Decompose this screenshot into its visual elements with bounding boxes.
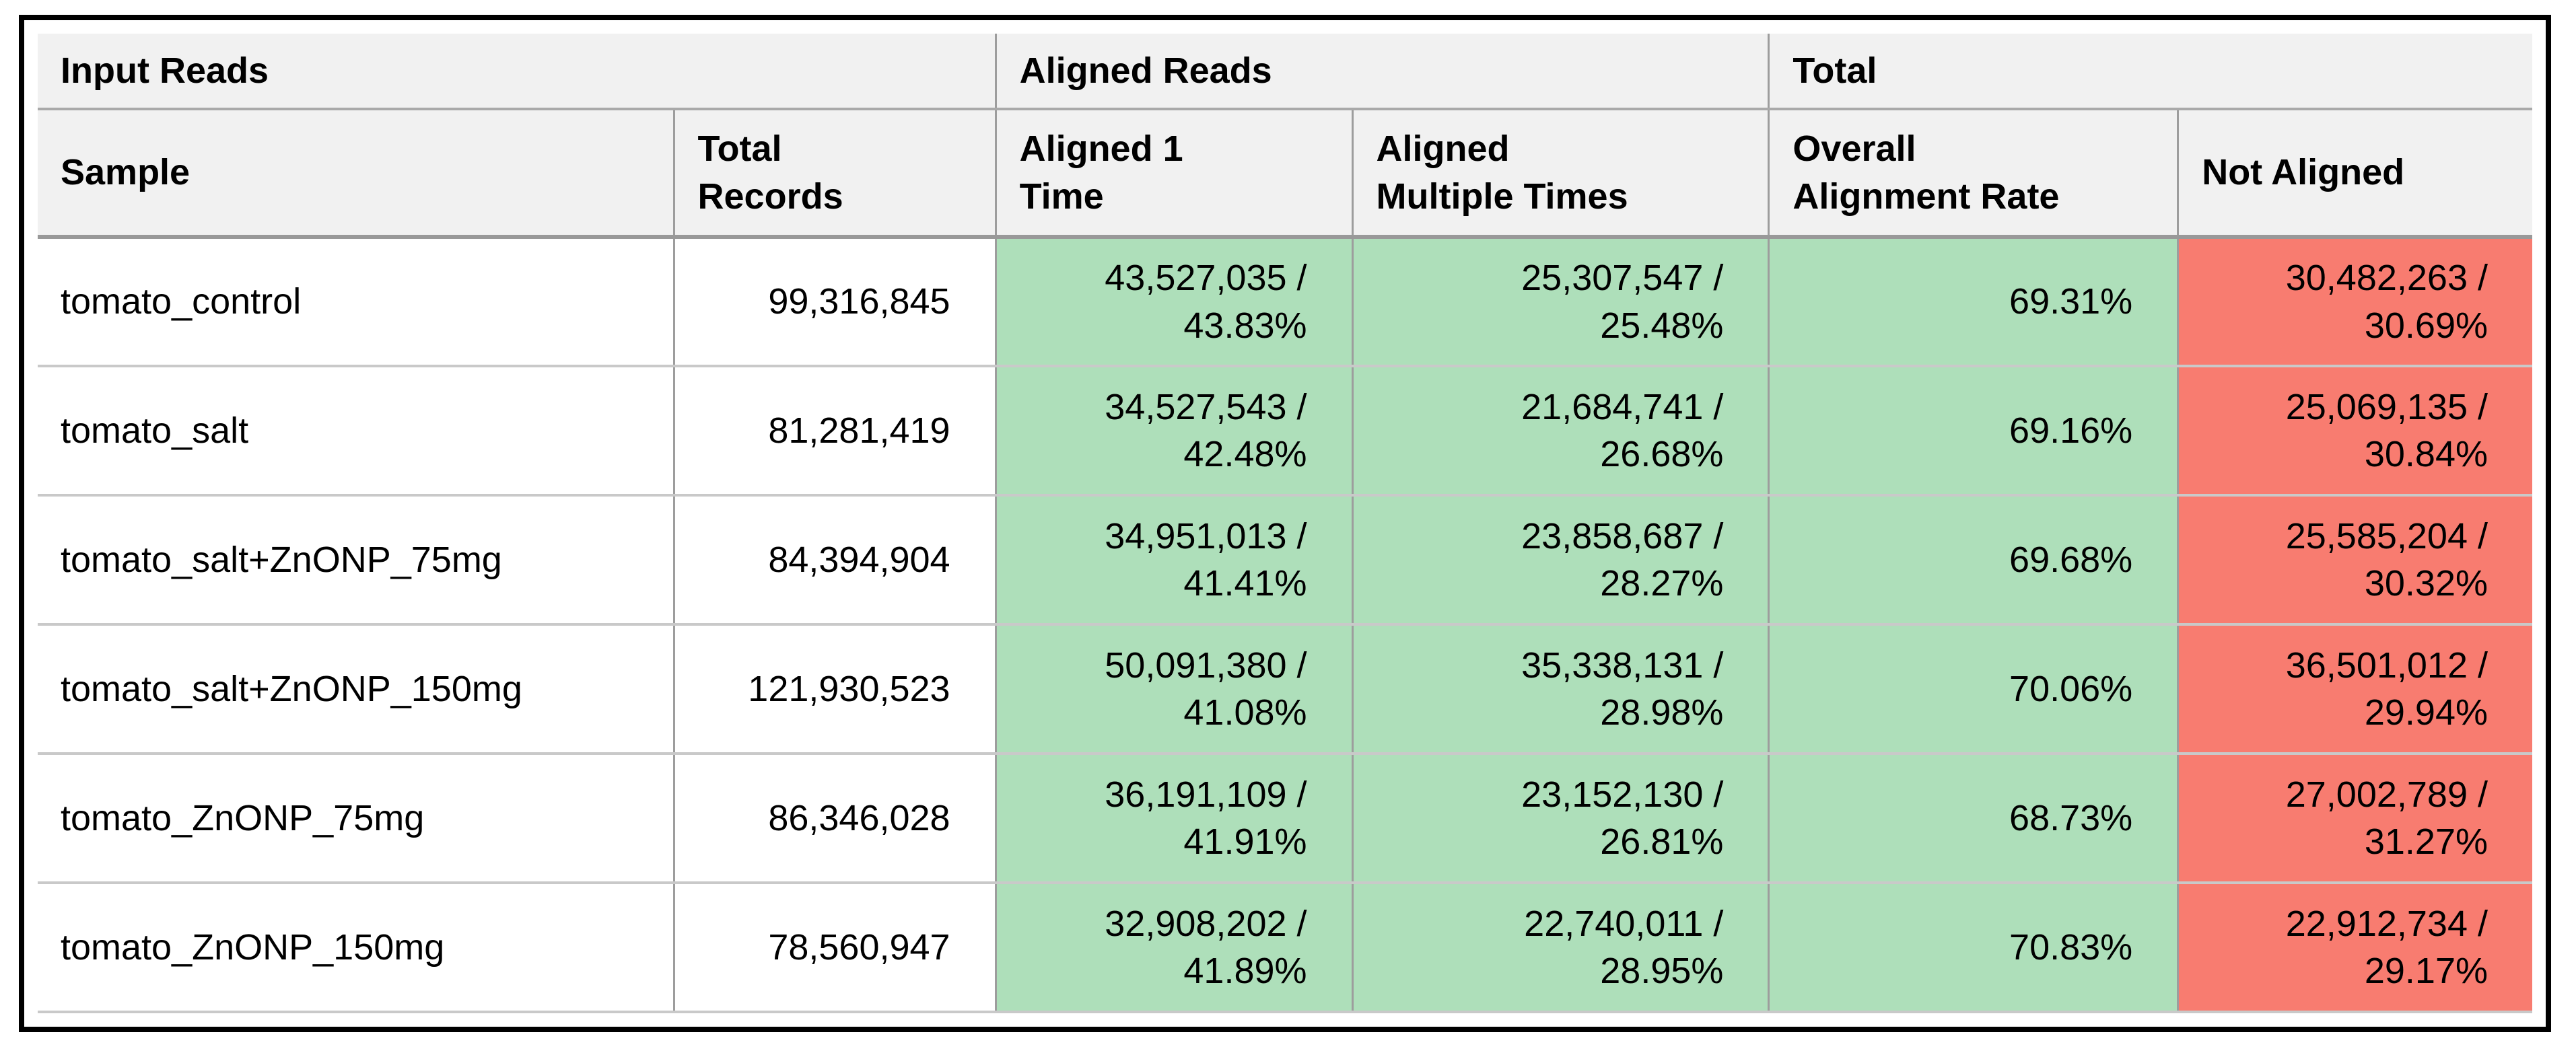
table-row: tomato_ZnONP_150mg 78,560,947 32,908,202… bbox=[38, 883, 2532, 1013]
table-frame: Input Reads Aligned Reads Total Sample T… bbox=[19, 15, 2551, 1032]
column-header-overall-alignment-rate: Overall Alignment Rate bbox=[1768, 109, 2178, 239]
group-header-row: Input Reads Aligned Reads Total bbox=[38, 34, 2532, 110]
cell-overall-alignment-rate: 69.16% bbox=[1768, 366, 2178, 497]
cell-total-records: 86,346,028 bbox=[672, 754, 996, 884]
cell-sample: tomato_salt+ZnONP_75mg bbox=[38, 495, 674, 626]
cell-total-records: 78,560,947 bbox=[672, 883, 996, 1013]
cell-sample: tomato_control bbox=[38, 237, 674, 367]
cell-aligned-multiple-times: 35,338,131 / 28.98% bbox=[1351, 624, 1769, 755]
column-header-total-records: Total Records bbox=[672, 109, 996, 239]
cell-sample: tomato_salt+ZnONP_150mg bbox=[38, 624, 674, 755]
cell-not-aligned: 22,912,734 / 29.17% bbox=[2177, 883, 2532, 1013]
column-header-not-aligned: Not Aligned bbox=[2177, 109, 2532, 239]
table-row: tomato_salt+ZnONP_150mg 121,930,523 50,0… bbox=[38, 624, 2532, 755]
table-row: tomato_salt+ZnONP_75mg 84,394,904 34,951… bbox=[38, 495, 2532, 626]
cell-aligned-multiple-times: 23,152,130 / 26.81% bbox=[1351, 754, 1769, 884]
cell-sample: tomato_ZnONP_150mg bbox=[38, 883, 674, 1013]
cell-not-aligned: 25,585,204 / 30.32% bbox=[2177, 495, 2532, 626]
column-header-row: Sample Total Records Aligned 1 Time Alig… bbox=[38, 109, 2532, 239]
table-row: tomato_control 99,316,845 43,527,035 / 4… bbox=[38, 237, 2532, 367]
table-row: tomato_ZnONP_75mg 86,346,028 36,191,109 … bbox=[38, 754, 2532, 884]
cell-total-records: 84,394,904 bbox=[672, 495, 996, 626]
cell-overall-alignment-rate: 70.06% bbox=[1768, 624, 2178, 755]
cell-not-aligned: 36,501,012 / 29.94% bbox=[2177, 624, 2532, 755]
group-header-aligned-reads: Aligned Reads bbox=[994, 34, 1769, 110]
cell-aligned-multiple-times: 23,858,687 / 28.27% bbox=[1351, 495, 1769, 626]
column-header-aligned-1-time: Aligned 1 Time bbox=[994, 109, 1353, 239]
group-header-input-reads: Input Reads bbox=[38, 34, 996, 110]
cell-aligned-1-time: 50,091,380 / 41.08% bbox=[994, 624, 1353, 755]
cell-not-aligned: 25,069,135 / 30.84% bbox=[2177, 366, 2532, 497]
cell-aligned-1-time: 36,191,109 / 41.91% bbox=[994, 754, 1353, 884]
cell-overall-alignment-rate: 69.31% bbox=[1768, 237, 2178, 367]
column-header-aligned-multiple-times: Aligned Multiple Times bbox=[1351, 109, 1769, 239]
cell-aligned-multiple-times: 25,307,547 / 25.48% bbox=[1351, 237, 1769, 367]
cell-sample: tomato_salt bbox=[38, 366, 674, 497]
group-header-total: Total bbox=[1768, 34, 2532, 110]
column-header-sample: Sample bbox=[38, 109, 674, 239]
cell-aligned-multiple-times: 22,740,011 / 28.95% bbox=[1351, 883, 1769, 1013]
cell-aligned-1-time: 34,951,013 / 41.41% bbox=[994, 495, 1353, 626]
cell-not-aligned: 27,002,789 / 31.27% bbox=[2177, 754, 2532, 884]
cell-aligned-1-time: 43,527,035 / 43.83% bbox=[994, 237, 1353, 367]
cell-overall-alignment-rate: 70.83% bbox=[1768, 883, 2178, 1013]
cell-aligned-1-time: 34,527,543 / 42.48% bbox=[994, 366, 1353, 497]
table-row: tomato_salt 81,281,419 34,527,543 / 42.4… bbox=[38, 366, 2532, 497]
cell-not-aligned: 30,482,263 / 30.69% bbox=[2177, 237, 2532, 367]
cell-total-records: 81,281,419 bbox=[672, 366, 996, 497]
alignment-stats-table: Input Reads Aligned Reads Total Sample T… bbox=[38, 34, 2532, 1013]
cell-overall-alignment-rate: 68.73% bbox=[1768, 754, 2178, 884]
cell-overall-alignment-rate: 69.68% bbox=[1768, 495, 2178, 626]
cell-total-records: 99,316,845 bbox=[672, 237, 996, 367]
cell-sample: tomato_ZnONP_75mg bbox=[38, 754, 674, 884]
cell-aligned-multiple-times: 21,684,741 / 26.68% bbox=[1351, 366, 1769, 497]
cell-aligned-1-time: 32,908,202 / 41.89% bbox=[994, 883, 1353, 1013]
cell-total-records: 121,930,523 bbox=[672, 624, 996, 755]
